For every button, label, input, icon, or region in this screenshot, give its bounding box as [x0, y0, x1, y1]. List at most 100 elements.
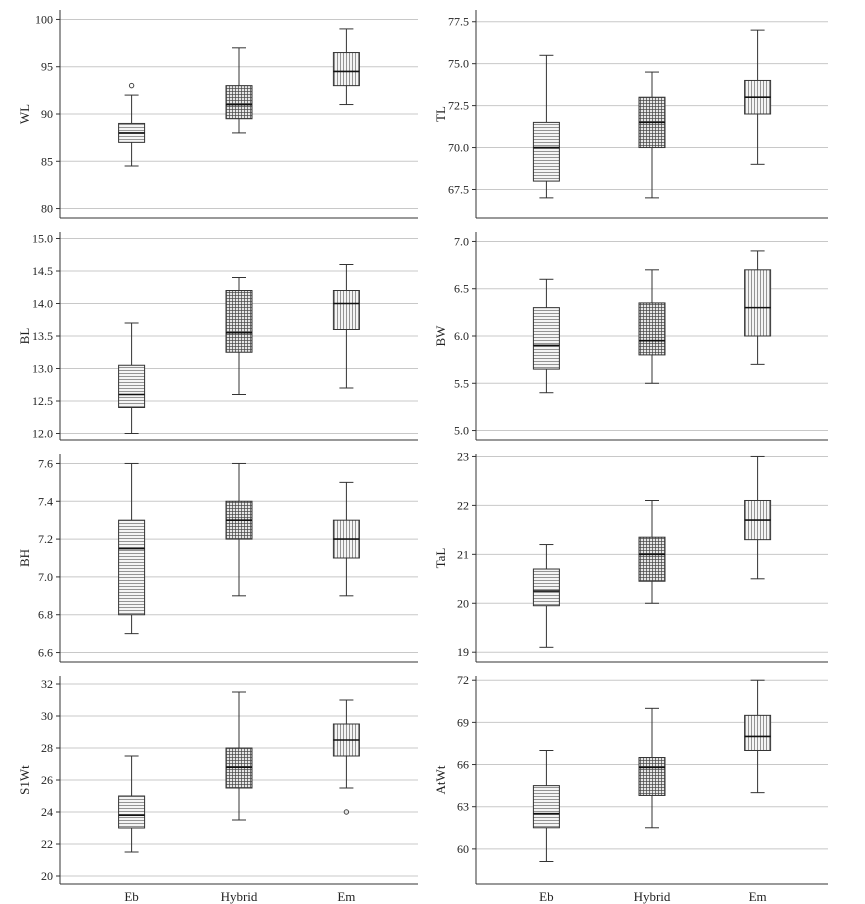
box-em [332, 264, 360, 389]
iqr-box [332, 290, 360, 330]
y-tick-label: 5.0 [454, 424, 469, 438]
y-tick-label: 6.0 [454, 329, 469, 343]
y-tick-label: 80 [41, 202, 53, 216]
y-tick-label: 13.0 [32, 362, 53, 376]
y-tick-label: 60 [457, 842, 469, 856]
y-axis-label: AtWt [433, 765, 448, 794]
box-em [744, 455, 772, 580]
y-axis-label: BH [17, 549, 32, 567]
y-tick-label: 14.5 [32, 264, 53, 278]
x-category-label: Hybrid [634, 889, 671, 904]
box-hybrid [225, 47, 253, 134]
y-axis-label: TaL [433, 548, 448, 569]
x-category-label: Em [337, 889, 355, 904]
panel-s1wt: 20 22 24 26 28 30 32 S1Wt Eb Hybrid Em [17, 676, 418, 904]
x-category-label: Hybrid [221, 889, 258, 904]
y-tick-label: 26 [41, 773, 53, 787]
y-tick-label: 7.0 [454, 234, 469, 248]
iqr-box [532, 568, 560, 607]
y-tick-label: 19 [457, 645, 469, 659]
y-tick-label: 63 [457, 800, 469, 814]
iqr-box [532, 307, 560, 370]
x-category-label: Eb [539, 889, 553, 904]
y-axis-label: TL [433, 106, 448, 122]
y-tick-label: 67.5 [448, 182, 469, 196]
y-tick-label: 23 [457, 449, 469, 463]
y-tick-label: 72.5 [448, 99, 469, 113]
y-tick-label: 6.5 [454, 282, 469, 296]
box-eb [532, 544, 560, 648]
box-eb [532, 278, 560, 394]
iqr-box [744, 714, 772, 751]
y-tick-label: 30 [41, 709, 53, 723]
box-em [744, 679, 772, 794]
panel-bl: 12.0 12.5 13.0 13.5 14.0 14.5 15.0 BL [17, 232, 418, 441]
box-eb [118, 462, 146, 635]
y-tick-label: 7.6 [38, 456, 53, 470]
y-tick-label: 22 [41, 837, 53, 851]
y-tick-label: 20 [41, 869, 53, 883]
panel-tal: 19 20 21 22 23 TaL [433, 449, 828, 663]
iqr-box [118, 364, 146, 408]
y-tick-label: 24 [41, 805, 53, 819]
box-em [332, 481, 360, 597]
box-hybrid [225, 462, 253, 597]
panel-bw: 5.0 5.5 6.0 6.5 7.0 BW [433, 232, 828, 441]
y-tick-label: 6.8 [38, 608, 53, 622]
y-tick-label: 28 [41, 741, 53, 755]
box-hybrid [638, 707, 666, 829]
y-tick-label: 70.0 [448, 141, 469, 155]
iqr-box [118, 519, 146, 616]
box-hybrid [638, 71, 666, 199]
iqr-box [638, 302, 666, 356]
panel-wl: 80 85 90 95 100 WL [17, 10, 418, 219]
iqr-box [532, 785, 560, 829]
y-axis-label: S1Wt [17, 765, 32, 795]
outlier-point [128, 82, 135, 89]
y-tick-label: 21 [457, 547, 469, 561]
box-hybrid [225, 277, 253, 395]
iqr-box [225, 85, 253, 120]
x-category-label: Eb [124, 889, 138, 904]
iqr-box [532, 121, 560, 182]
y-tick-label: 100 [35, 12, 53, 26]
box-eb [118, 755, 146, 853]
iqr-box [332, 52, 360, 87]
box-hybrid [638, 269, 666, 384]
y-tick-label: 22 [457, 498, 469, 512]
y-tick-label: 14.0 [32, 297, 53, 311]
y-tick-label: 95 [41, 60, 53, 74]
box-em [332, 699, 360, 815]
y-tick-label: 75.0 [448, 57, 469, 71]
panel-atwt: 60 63 66 69 72 AtWt Eb Hybrid Em [433, 673, 828, 904]
y-tick-label: 7.4 [38, 494, 53, 508]
y-axis-label: BL [17, 328, 32, 345]
panel-bh: 6.6 6.8 7.0 7.2 7.4 7.6 BH [17, 454, 418, 663]
y-tick-label: 20 [457, 596, 469, 610]
iqr-box [118, 795, 146, 829]
y-tick-label: 90 [41, 107, 53, 121]
x-category-label: Em [749, 889, 767, 904]
box-em [744, 250, 772, 365]
box-eb [118, 82, 146, 167]
y-tick-label: 85 [41, 154, 53, 168]
iqr-box [225, 290, 253, 353]
y-tick-label: 66 [457, 758, 469, 772]
y-tick-label: 12.0 [32, 427, 53, 441]
y-tick-label: 69 [457, 715, 469, 729]
box-eb [532, 54, 560, 199]
y-tick-label: 15.0 [32, 232, 53, 246]
y-tick-label: 32 [41, 677, 53, 691]
box-em [744, 29, 772, 165]
box-em [332, 28, 360, 106]
box-eb [532, 749, 560, 863]
outlier-point [343, 809, 350, 815]
box-eb [118, 322, 146, 434]
iqr-box [638, 757, 666, 796]
y-tick-label: 77.5 [448, 15, 469, 29]
y-tick-label: 7.2 [38, 532, 53, 546]
y-tick-label: 6.6 [38, 646, 53, 660]
y-tick-label: 12.5 [32, 394, 53, 408]
y-axis-label: BW [433, 325, 448, 347]
